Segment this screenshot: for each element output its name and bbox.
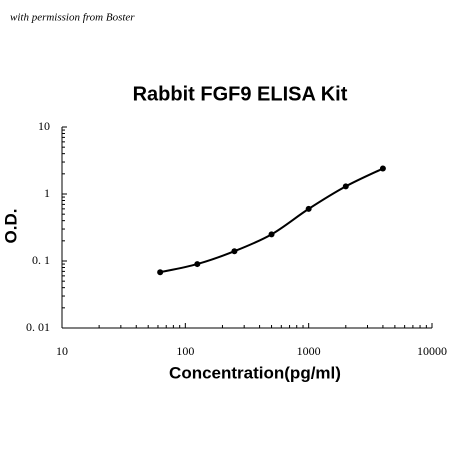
x-axis-label: Concentration(pg/ml)	[169, 363, 341, 382]
x-tick-label: 10	[56, 344, 68, 358]
data-point	[379, 165, 386, 172]
y-tick-label: 0. 01	[26, 320, 50, 334]
x-tick-label: 10000	[417, 344, 447, 358]
y-tick-label: 10	[38, 119, 50, 133]
y-tick-label: 1	[44, 186, 50, 200]
y-axis-label: O.D.	[1, 209, 20, 244]
y-tick-label: 0. 1	[32, 253, 50, 267]
fit-line	[159, 167, 384, 274]
x-tick-label: 1000	[297, 344, 321, 358]
data-point	[194, 261, 201, 268]
data-point	[231, 248, 238, 255]
data-point	[342, 183, 349, 190]
x-tick-label: 100	[176, 344, 194, 358]
data-point	[305, 205, 312, 212]
data-point	[268, 231, 275, 238]
watermark: with permission from Boster	[10, 12, 135, 24]
data-point	[157, 269, 164, 276]
chart-title: Rabbit FGF9 ELISA Kit	[133, 83, 348, 105]
